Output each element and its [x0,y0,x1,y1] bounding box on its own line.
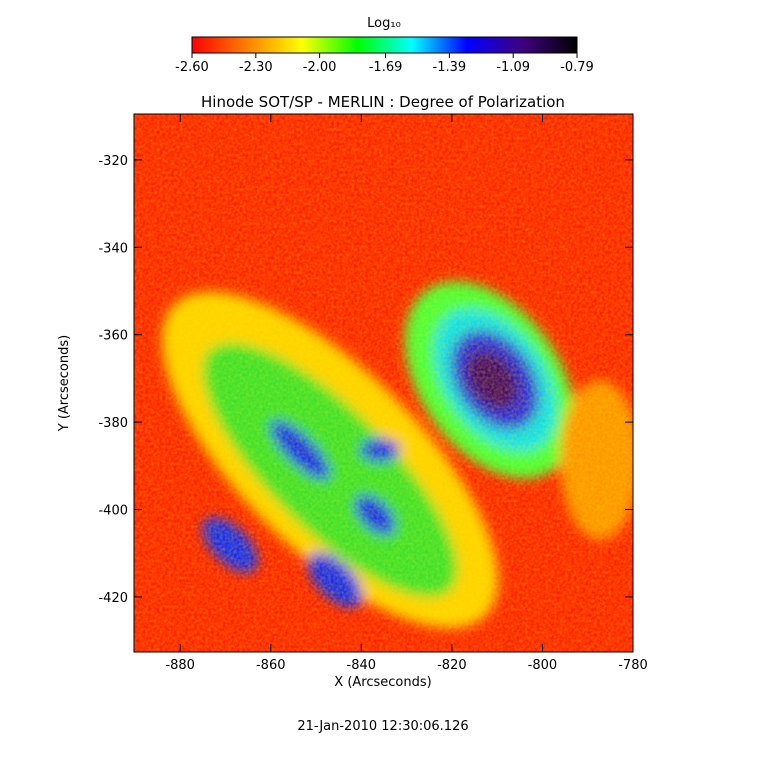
y-tick-label: -400 [98,504,128,519]
colorbar-tick-label: -2.00 [303,60,337,75]
plot-frame [133,113,634,653]
y-tick-label: -320 [98,154,128,169]
x-tick-label: -820 [437,658,467,673]
x-tick-label: -860 [256,658,286,673]
colorbar-tick-label: -1.69 [369,60,403,75]
polarization-image [134,114,633,652]
colorbar-label: Log₁₀ [367,16,401,31]
x-tick-label: -800 [528,658,558,673]
x-tick-label: -880 [165,658,195,673]
chart-title: Hinode SOT/SP - MERLIN : Degree of Polar… [201,93,565,111]
y-axis-label: Y (Arcseconds) [57,335,72,432]
colorbar [191,36,578,54]
x-tick-label: -780 [618,658,648,673]
colorbar-tick-label: -2.30 [239,60,273,75]
date-label: 21-Jan-2010 12:30:06.126 [297,719,468,734]
x-axis-label: X (Arcseconds) [334,675,431,690]
y-tick-label: -380 [98,416,128,431]
colorbar-tick-label: -1.09 [496,60,530,75]
x-tick-label: -840 [347,658,377,673]
colorbar-tick-label: -2.60 [175,60,209,75]
y-tick-label: -420 [98,591,128,606]
colorbar-tick-label: -1.39 [433,60,467,75]
y-tick-label: -360 [98,329,128,344]
y-tick-label: -340 [98,241,128,256]
colorbar-tick-label: -0.79 [560,60,594,75]
